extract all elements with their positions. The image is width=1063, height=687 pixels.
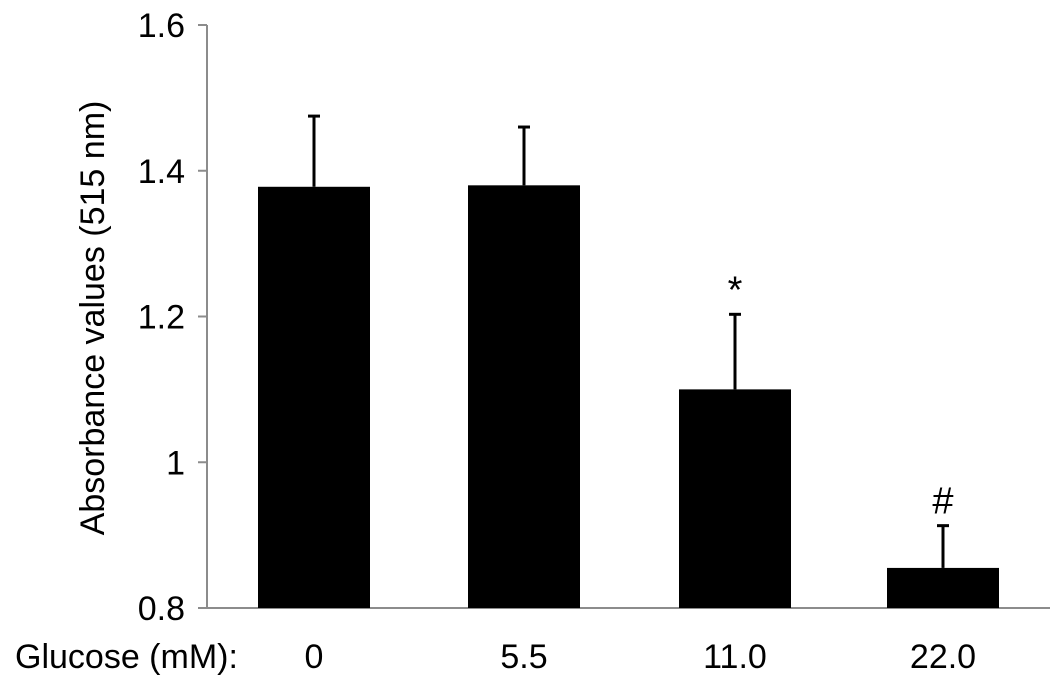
bars — [258, 114, 999, 608]
x-tick-label: 22.0 — [910, 638, 976, 676]
x-tick-label: 5.5 — [500, 638, 547, 676]
significance-marker: # — [932, 481, 953, 523]
labels: 0 5.5 11.0 * 22.0 # — [305, 269, 977, 676]
y-tick-label: 1.6 — [138, 7, 185, 45]
y-axis: 0.8 1 1.2 1.4 1.6 — [138, 7, 208, 628]
x-axis-title: Glucose (mM): — [15, 638, 238, 676]
y-tick-label: 1.4 — [138, 153, 185, 191]
bar — [679, 389, 791, 608]
y-tick-label: 0.8 — [138, 590, 185, 628]
x-tick-label: 0 — [305, 638, 324, 676]
bar — [258, 186, 370, 608]
y-axis-title: Absorbance values (515 nm) — [74, 101, 112, 536]
x-tick-label: 11.0 — [703, 638, 767, 676]
y-tick-label: 1.2 — [138, 299, 185, 337]
bar — [468, 185, 580, 608]
y-tick-label: 1 — [166, 444, 185, 482]
significance-marker: * — [728, 269, 743, 311]
bar — [887, 567, 999, 608]
